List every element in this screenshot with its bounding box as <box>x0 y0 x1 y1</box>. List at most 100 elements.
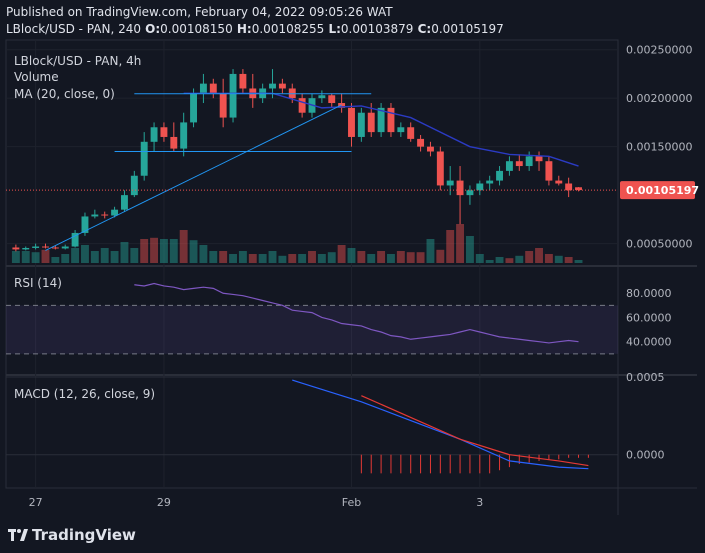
volume-bar <box>100 248 109 263</box>
volume-bar <box>229 254 237 263</box>
volume-bar <box>288 254 297 263</box>
volume-bar <box>327 252 336 263</box>
open-value: 0.00108150 <box>160 22 233 36</box>
candle-body <box>407 127 415 139</box>
rsi-band-fill <box>6 305 618 354</box>
candle-body <box>180 122 188 149</box>
candle-body <box>535 156 543 162</box>
volume-bar <box>426 239 435 263</box>
candle-body <box>42 246 49 248</box>
x-tick-label: 27 <box>29 496 43 509</box>
volume-bar <box>544 254 553 263</box>
candle-body <box>575 187 582 191</box>
ohlc-legend: LBlock/USD - PAN, 240 O:0.00108150 H:0.0… <box>6 22 504 36</box>
macd-tick-label: 0.0000 <box>626 449 665 462</box>
volume-bar <box>406 252 415 263</box>
rsi-pane-title: RSI (14) <box>14 276 62 290</box>
candle-body <box>298 98 306 113</box>
price-pane-title: LBlock/USD - PAN, 4h <box>14 54 141 68</box>
volume-bar <box>31 252 40 263</box>
candle-body <box>436 151 444 186</box>
candle-body <box>456 180 464 196</box>
candle-body <box>328 95 336 104</box>
volume-bar <box>71 248 80 263</box>
candle-body <box>466 190 474 196</box>
candle-body <box>12 247 20 250</box>
moving-average-line <box>183 92 579 167</box>
volume-bar <box>525 251 534 263</box>
rsi-tick-label: 40.0000 <box>626 336 672 349</box>
candle-body <box>426 146 434 152</box>
volume-bar <box>337 245 346 263</box>
rsi-line <box>134 282 579 344</box>
high-label: H: <box>236 22 252 36</box>
candle-body <box>446 180 454 186</box>
candle-body <box>357 112 365 137</box>
candle-body <box>160 127 168 137</box>
volume-bar <box>268 251 277 263</box>
volume-bar <box>298 254 307 263</box>
volume-bar <box>456 224 465 263</box>
volume-bar <box>436 249 445 263</box>
volume-bar <box>416 252 425 263</box>
volume-bar <box>505 258 514 263</box>
open-label: O: <box>145 22 161 36</box>
candle-body <box>170 136 178 149</box>
volume-bar <box>130 248 139 263</box>
candle-body <box>278 83 286 89</box>
candle-body <box>219 93 227 118</box>
candle-body <box>417 138 425 147</box>
tradingview-logo[interactable]: TradingView <box>8 526 136 544</box>
candle-body <box>545 161 553 181</box>
volume-bar <box>21 251 30 263</box>
candle-body <box>318 95 326 99</box>
ma-legend: MA (20, close, 0) <box>14 87 115 101</box>
price-tick-label: 0.00200000 <box>626 92 692 105</box>
volume-bar <box>248 254 257 263</box>
candle-body <box>130 175 138 196</box>
volume-bar <box>140 239 149 263</box>
candle-body <box>71 232 79 247</box>
candle-body <box>229 73 237 118</box>
volume-bar <box>564 257 573 263</box>
macd-tick-label: 0.0005 <box>626 371 665 384</box>
volume-bar <box>81 245 89 263</box>
tradingview-icon <box>8 529 28 541</box>
candle-body <box>91 214 99 217</box>
volume-bar <box>377 251 386 263</box>
candle-body <box>515 161 523 167</box>
candle-body <box>51 247 59 249</box>
volume-bar <box>169 239 178 263</box>
rsi-tick-label: 80.0000 <box>626 287 672 300</box>
price-tick-label: 0.00150000 <box>626 141 692 154</box>
rsi-tick-label: 60.0000 <box>626 311 672 324</box>
close-value: 0.00105197 <box>431 22 504 36</box>
candle-body <box>525 156 533 167</box>
candle-body <box>111 209 119 216</box>
volume-bar <box>485 260 494 263</box>
candle-body <box>367 112 375 133</box>
close-label: C: <box>417 22 432 36</box>
volume-bar <box>495 257 504 263</box>
candle-body <box>565 183 573 191</box>
volume-bar <box>515 255 524 263</box>
candle-body <box>239 73 247 89</box>
symbol-resolution: LBlock/USD - PAN, 240 <box>6 22 141 36</box>
candle-body <box>22 247 30 250</box>
candle-body <box>61 246 69 249</box>
low-label: L: <box>328 22 341 36</box>
trendline-drawing <box>45 104 342 251</box>
candle-body <box>32 246 40 248</box>
volume-bar <box>189 240 198 263</box>
candle-body <box>476 183 484 191</box>
volume-bar <box>110 251 119 263</box>
candle-body <box>348 107 355 137</box>
volume-bar <box>120 242 129 263</box>
candle-body <box>555 180 563 184</box>
last-price-label: 0.00105197 <box>626 184 699 197</box>
candle-body <box>81 216 89 233</box>
high-value: 0.00108255 <box>251 22 325 36</box>
volume-legend: Volume <box>14 70 59 84</box>
signal-line <box>361 395 589 467</box>
